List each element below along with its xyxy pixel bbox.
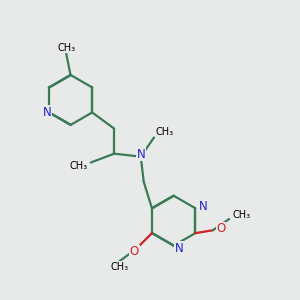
Text: CH₃: CH₃ <box>110 262 129 272</box>
Text: N: N <box>199 200 208 213</box>
Text: N: N <box>136 148 145 161</box>
Text: O: O <box>130 245 139 258</box>
Text: N: N <box>43 106 52 119</box>
Text: CH₃: CH₃ <box>57 43 75 52</box>
Text: CH₃: CH₃ <box>232 210 251 220</box>
Text: CH₃: CH₃ <box>69 161 87 171</box>
Text: O: O <box>216 222 226 235</box>
Text: N: N <box>175 242 184 255</box>
Text: CH₃: CH₃ <box>155 127 174 137</box>
